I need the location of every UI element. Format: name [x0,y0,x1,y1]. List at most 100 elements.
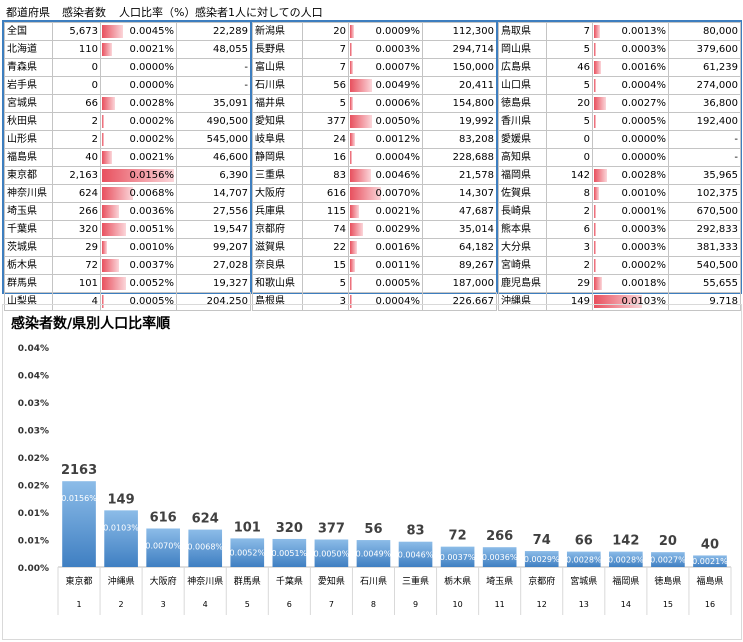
prefecture-cell: 全国 [4,22,53,41]
bar-case-label: 616 [150,511,177,526]
table-row: 愛媛県 0 0.0000% - [498,130,741,149]
cases-cell: 2,163 [52,166,101,185]
population-per-case-cell: 204,250 [176,292,251,311]
prefecture-cell: 宮城県 [4,94,53,113]
ratio-value: 0.0000% [621,134,667,145]
bar-value-label: 0.0103% [103,523,139,532]
ratio-databar [594,79,597,92]
ratio-databar [594,259,597,272]
table-row: 奈良県 15 0.0011% 89,267 [252,256,497,275]
cases-cell: 377 [302,112,349,131]
ratio-cell: 0.0006% [348,94,423,113]
population-per-case-cell: 14,707 [176,184,251,203]
table-row: 熊本県 6 0.0003% 292,833 [498,220,741,239]
ratio-value: 0.0005% [129,296,175,307]
cases-cell: 6 [546,220,593,239]
prefecture-cell: 石川県 [252,76,303,95]
table-row: 滋賀県 22 0.0016% 64,182 [252,238,497,257]
ratio-value: 0.0070% [375,188,421,199]
x-category-label: 京都府 [528,575,555,587]
cases-cell: 72 [52,256,101,275]
cases-cell: 5 [302,274,349,293]
prefecture-cell: 埼玉県 [4,202,53,221]
chart-bar [146,528,180,567]
bar-case-label: 20 [659,534,677,549]
ratio-value: 0.0010% [621,188,667,199]
table-row: 山形県 2 0.0002% 545,000 [4,130,251,149]
chart-title: 感染者数/県別人口比率順 [11,316,171,332]
bar-case-label: 142 [612,534,639,549]
prefecture-cell: 山形県 [4,130,53,149]
bar-value-label: 0.0036% [482,553,518,562]
ratio-cell: 0.0004% [592,76,669,95]
ratio-databar [594,115,597,128]
cases-cell: 2 [546,202,593,221]
bar-case-label: 624 [192,512,219,527]
ratio-databar [350,133,356,146]
population-per-case-cell: 36,800 [668,94,741,113]
x-category-label: 埼玉県 [486,575,513,587]
x-category-label: 石川県 [360,576,387,587]
chart-bar [440,546,475,567]
table-row: 岐阜県 24 0.0012% 83,208 [252,130,497,149]
bar-value-label: 0.0052% [229,549,265,558]
cases-cell: 101 [52,274,101,293]
y-tick-label: 0.00% [18,564,49,574]
ratio-databar [102,295,105,308]
x-rank-label: 5 [245,600,250,609]
chart-bar [651,552,685,567]
prefecture-cell: 北海道 [4,40,53,59]
table-row: 山梨県 4 0.0005% 204,250 [4,292,251,311]
table-row: 高知県 0 0.0000% - [498,148,741,167]
x-rank-label: 15 [663,600,673,609]
bar-value-label: 0.0028% [608,555,644,564]
x-category-label: 徳島県 [654,575,681,587]
ratio-cell: 0.0001% [592,202,669,221]
population-per-case-cell: 35,965 [668,166,741,185]
ratio-cell: 0.0103% [592,292,669,311]
chart-bar [62,481,96,567]
x-category-label: 宮城県 [570,575,597,587]
ratio-cell: 0.0000% [592,148,669,167]
header-prefecture: 都道府県 [6,6,50,19]
x-rank-label: 13 [579,600,589,609]
population-per-case-cell: - [668,148,741,167]
ratio-value: 0.0051% [129,224,175,235]
cases-cell: 7 [546,22,593,41]
ratio-databar [350,115,373,128]
x-rank-label: 16 [705,600,715,609]
header-cases: 感染者数 [62,6,106,19]
population-per-case-cell: 19,547 [176,220,251,239]
table-block-3: 鳥取県 7 0.0013% 80,000 岡山県 5 0.0003% 379,600 広島県 46… [498,22,741,311]
cases-cell: 8 [546,184,593,203]
bar-value-label: 0.0068% [187,543,223,552]
table-row: 宮崎県 2 0.0002% 540,500 [498,256,741,275]
population-per-case-cell: 490,500 [176,112,251,131]
bar-case-label: 83 [406,524,424,539]
population-per-case-cell: 379,600 [668,40,741,59]
chart-bar [693,555,727,567]
ratio-cell: 0.0002% [100,112,177,131]
population-per-case-cell: 192,400 [668,112,741,131]
ratio-databar [594,187,599,200]
population-per-case-cell: 55,655 [668,274,741,293]
ratio-cell: 0.0000% [592,130,669,149]
chart-bar [356,540,391,567]
prefecture-cell: 東京都 [4,166,53,185]
ratio-value: 0.0049% [375,80,421,91]
population-per-case-cell: 64,182 [422,238,497,257]
cases-cell: 3 [546,238,593,257]
population-per-case-cell: 35,091 [176,94,251,113]
x-category-label: 群馬県 [234,575,261,587]
ratio-value: 0.0009% [375,26,421,37]
table-row: 島根県 3 0.0004% 226,667 [252,292,497,311]
prefecture-cell: 愛知県 [252,112,303,131]
table-row: 兵庫県 115 0.0021% 47,687 [252,202,497,221]
block-separator [250,22,252,292]
x-rank-label: 9 [413,600,418,609]
ratio-cell: 0.0049% [348,76,423,95]
population-per-case-cell: - [668,130,741,149]
cases-cell: 115 [302,202,349,221]
prefecture-cell: 大分県 [498,238,547,257]
ratio-databar [350,223,364,236]
